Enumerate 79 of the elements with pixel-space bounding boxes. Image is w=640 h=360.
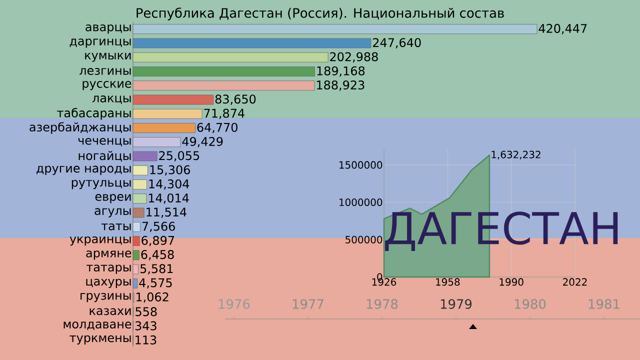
annotation: 1980: [514, 299, 546, 309]
data-label: 25,055: [159, 151, 200, 162]
bar: [132, 38, 372, 48]
y-tick-label: молдаване: [64, 322, 132, 330]
data-label: 1,062: [136, 292, 168, 303]
bar: [132, 52, 328, 62]
y-tick-label: рутульцы: [72, 180, 131, 190]
annotation: 1,632,232: [492, 150, 540, 160]
y-tick-label: азербайджанцы: [30, 122, 131, 134]
y-tick-label: таты: [101, 223, 131, 230]
bar: [132, 137, 181, 148]
x-tick-label: 2022: [563, 278, 587, 286]
bar: [132, 123, 196, 133]
data-label: 343: [135, 321, 156, 330]
text: 1981: [588, 299, 620, 309]
bar: [132, 66, 315, 76]
bar: [132, 264, 139, 274]
bar: [132, 165, 148, 176]
y-tick-label: аварцы: [86, 24, 131, 34]
y-tick-label: 1500000: [340, 161, 382, 169]
bar: [132, 208, 144, 218]
chart-title: Республика Дагестан (Россия). Национальный состав: [136, 8, 504, 20]
annotation: 1978: [366, 299, 398, 309]
y-tick-label: армяне: [86, 250, 132, 260]
y-tick-label: даргинцы: [70, 38, 131, 48]
y-tick-label: 1000000: [340, 198, 382, 206]
y-tick-label: грузины: [80, 292, 131, 302]
y-tick-label: другие народы: [36, 166, 131, 175]
y-tick-label: чеченцы: [78, 138, 131, 146]
data-label: 202,988: [330, 52, 378, 62]
annotation: 1976: [218, 299, 250, 309]
data-label: 6,458: [141, 250, 174, 260]
y-tick-label: лезгины: [80, 68, 131, 75]
data-label: 247,640: [373, 38, 421, 48]
bar: [132, 180, 147, 190]
bar: [132, 236, 140, 246]
y-tick-label: лакцы: [92, 96, 131, 104]
bar: [132, 108, 202, 119]
y-tick-label: кумыки: [85, 52, 131, 62]
y-tick-label: цахуры: [86, 278, 131, 288]
y-tick-label: 500000: [346, 236, 382, 244]
data-label: 11,514: [146, 208, 186, 218]
y-tick-label: туркмены: [70, 335, 131, 345]
bar: [132, 222, 140, 232]
bar: [132, 250, 140, 260]
bar: [132, 151, 158, 162]
annotation: 1979: [440, 299, 472, 309]
y-tick-label: украинцы: [70, 236, 131, 246]
data-label: 71,874: [204, 108, 244, 119]
data-label: 113: [136, 335, 156, 344]
y-tick-label: агулы: [94, 208, 131, 218]
bar: [132, 278, 138, 288]
data-label: 7,566: [142, 222, 175, 232]
data-label: 15,306: [150, 165, 190, 176]
data-label: 64,770: [197, 122, 238, 134]
data-label: 5,581: [140, 264, 173, 274]
data-label: 188,923: [317, 80, 364, 91]
data-label: 14,014: [148, 194, 189, 204]
data-label: 4,575: [139, 278, 172, 288]
data-label: 14,304: [149, 179, 190, 190]
data-label: 49,429: [182, 136, 223, 148]
data-label: 420,447: [538, 24, 587, 34]
data-label: 558: [136, 307, 157, 316]
y-tick-label: русские: [82, 81, 132, 90]
bar: [132, 80, 315, 91]
x-tick-label: 1958: [436, 278, 460, 286]
bar: [132, 24, 538, 34]
x-tick-label: 1990: [500, 278, 524, 286]
data-label: 6,897: [142, 236, 174, 246]
data-label: 83,650: [215, 94, 256, 105]
bar: [132, 194, 147, 204]
y-tick-label: ногайцы: [78, 150, 131, 162]
y-tick-label: татары: [86, 264, 131, 274]
y-tick-label: табасараны: [57, 108, 131, 120]
data-label: 189,168: [317, 66, 365, 77]
y-tick-label: казахи: [90, 308, 131, 316]
bar: [132, 94, 214, 105]
annotation: 1977: [292, 299, 324, 309]
y-tick-label: евреи: [95, 194, 131, 204]
